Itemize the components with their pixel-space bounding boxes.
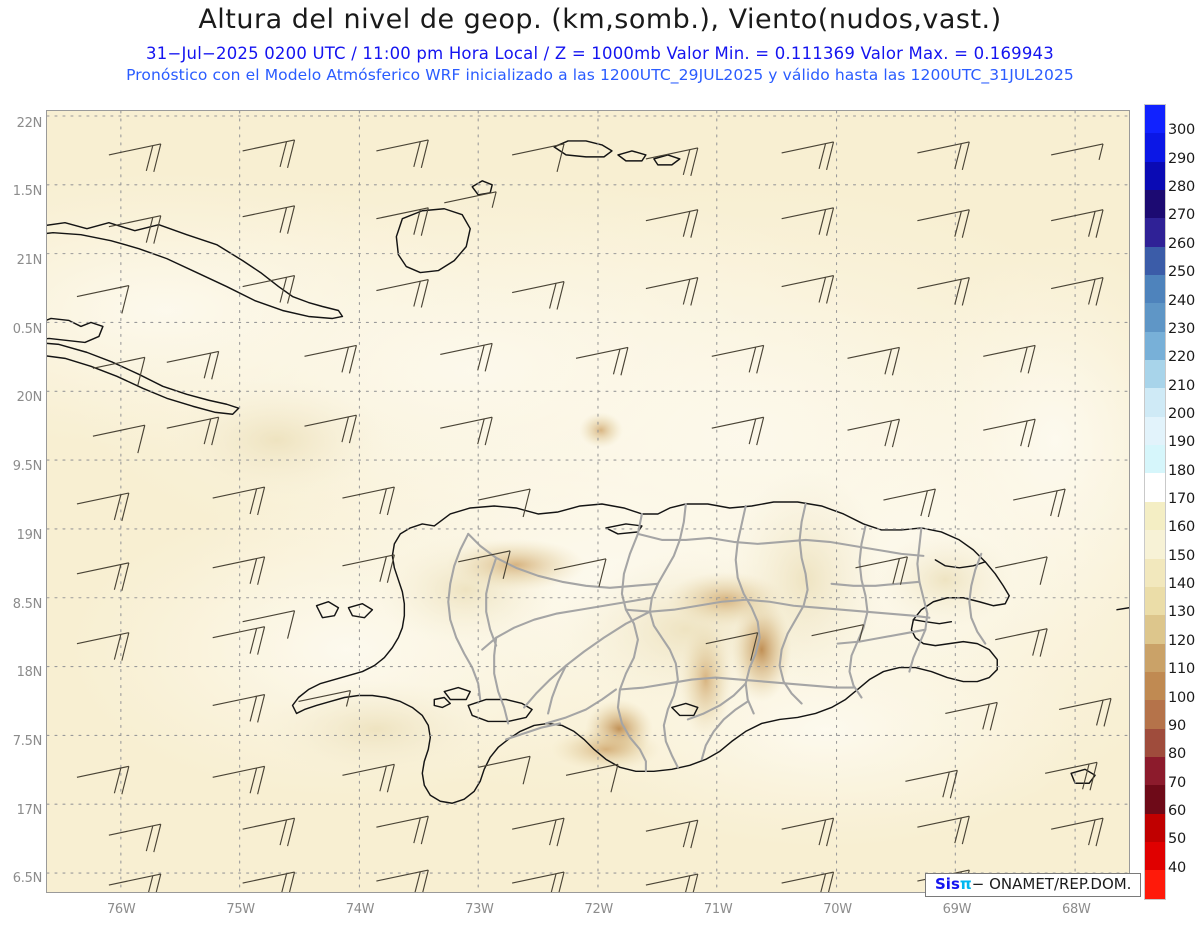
colorbar-segment xyxy=(1145,473,1165,502)
colorbar-segment xyxy=(1145,445,1165,474)
colorbar-segment xyxy=(1145,813,1165,842)
colorbar-tick: 40 xyxy=(1168,859,1187,876)
lat-lon-grid xyxy=(47,111,1129,892)
colorbar-tick: 230 xyxy=(1168,320,1196,337)
colorbar-segment xyxy=(1145,558,1165,587)
colorbar-tick: 150 xyxy=(1168,547,1196,564)
colorbar-segment xyxy=(1145,246,1165,276)
province-borders xyxy=(447,502,987,773)
colorbar-segment xyxy=(1145,671,1165,701)
colorbar-segment xyxy=(1145,105,1165,134)
colorbar-segment xyxy=(1145,161,1165,191)
colorbar-segment xyxy=(1145,643,1165,672)
colorbar-tick: 170 xyxy=(1168,491,1196,507)
page-title: Altura del nivel de geop. (km,somb.), Vi… xyxy=(198,4,1002,35)
colorbar-tick: 100 xyxy=(1168,689,1196,706)
colorbar-segment xyxy=(1145,218,1165,247)
colorbar-segment xyxy=(1145,785,1165,814)
colorbar-segment xyxy=(1145,586,1165,616)
lat-tick-label: 18N xyxy=(16,665,43,681)
colorbar-segment xyxy=(1145,416,1165,446)
colorbar-segment xyxy=(1145,700,1165,729)
colorbar-tick: 130 xyxy=(1168,604,1196,621)
colorbar-segment xyxy=(1145,275,1165,304)
forecast-valid-time-line: 31−Jul−2025 0200 UTC / 11:00 pm Hora Loc… xyxy=(146,44,1054,63)
lon-tick-label: 69W xyxy=(942,902,972,917)
logo-pi-icon: π xyxy=(959,875,972,893)
colorbar-tick: 220 xyxy=(1168,349,1196,366)
colorbar-segment xyxy=(1145,331,1165,361)
colorbar-tick: 300 xyxy=(1168,122,1196,139)
colorbar-segment xyxy=(1145,756,1165,786)
lat-tick-label: 8.5N xyxy=(12,596,43,612)
attribution-logo: Sisπ− ONAMET/REP.DOM. xyxy=(925,873,1142,898)
lat-tick-label: 17N xyxy=(16,802,43,818)
colorbar-tick: 70 xyxy=(1168,774,1187,791)
colorbar-tick: 260 xyxy=(1168,235,1196,252)
model-init-line: Pronóstico con el Modelo Atmósferico WRF… xyxy=(126,66,1074,84)
colorbar-segment xyxy=(1145,615,1165,644)
colorbar-tick: 60 xyxy=(1168,802,1187,819)
colorbar-tick: 160 xyxy=(1168,519,1196,536)
map-canvas xyxy=(47,111,1129,892)
colorbar-segment xyxy=(1145,360,1165,389)
colorbar-tick: 50 xyxy=(1168,831,1187,848)
colorbar-tick: 140 xyxy=(1168,576,1196,593)
lat-tick-label: 6.5N xyxy=(12,871,43,887)
colorbar-tick: 290 xyxy=(1168,150,1196,167)
colorbar[interactable] xyxy=(1144,104,1166,900)
lon-tick-label: 71W xyxy=(703,902,733,917)
colorbar-tick: 240 xyxy=(1168,292,1196,309)
colorbar-tick: 110 xyxy=(1168,661,1196,678)
colorbar-segment xyxy=(1145,303,1165,332)
lat-tick-label: 21N xyxy=(16,253,43,269)
lon-tick-label: 72W xyxy=(584,902,613,917)
colorbar-tick: 280 xyxy=(1168,179,1196,196)
lat-tick-label: 20N xyxy=(16,390,43,406)
lat-tick-label: 0.5N xyxy=(12,321,43,337)
colorbar-segment xyxy=(1145,728,1165,757)
colorbar-segment xyxy=(1145,841,1165,871)
logo-agency-text: − ONAMET/REP.DOM. xyxy=(971,875,1132,893)
colorbar-tick: 120 xyxy=(1168,632,1196,649)
colorbar-tick-labels: 300 290 280 270 260 250 240 230 220 210 200 190 180 1… xyxy=(1168,104,1200,900)
header: Altura del nivel de geop. (km,somb.), Vi… xyxy=(0,0,1200,96)
lon-tick-label: 68W xyxy=(1062,902,1091,917)
lat-tick-label: 7.5N xyxy=(12,733,43,749)
geopotential-shading xyxy=(47,170,1129,850)
colorbar-tick: 80 xyxy=(1168,746,1187,763)
lon-tick-label: 75W xyxy=(226,902,255,917)
lat-tick-label: 1.5N xyxy=(12,184,43,200)
colorbar-tick: 90 xyxy=(1168,717,1187,734)
lon-tick-label: 70W xyxy=(823,902,852,917)
colorbar-tick: 270 xyxy=(1168,207,1196,224)
colorbar-tick: 200 xyxy=(1168,405,1196,422)
lon-tick-label: 76W xyxy=(106,902,136,917)
colorbar-tick: 190 xyxy=(1168,434,1196,451)
lat-tick-label: 9.5N xyxy=(12,459,43,475)
lat-tick-label: 22N xyxy=(16,115,43,131)
colorbar-tick: 210 xyxy=(1168,377,1196,394)
colorbar-segment xyxy=(1145,501,1165,531)
colorbar-segment xyxy=(1145,190,1165,219)
colorbar-tick: 250 xyxy=(1168,264,1196,281)
colorbar-segment xyxy=(1145,530,1165,559)
colorbar-segment xyxy=(1145,388,1165,417)
logo-sis-text: Sis xyxy=(935,875,960,893)
lon-tick-label: 73W xyxy=(465,902,494,917)
colorbar-tick: 180 xyxy=(1168,462,1196,479)
map-plot-area[interactable] xyxy=(46,110,1130,893)
colorbar-segment xyxy=(1145,870,1165,899)
colorbar-segment xyxy=(1145,133,1165,162)
lon-tick-label: 74W xyxy=(345,902,375,917)
lat-tick-label: 19N xyxy=(16,527,43,543)
